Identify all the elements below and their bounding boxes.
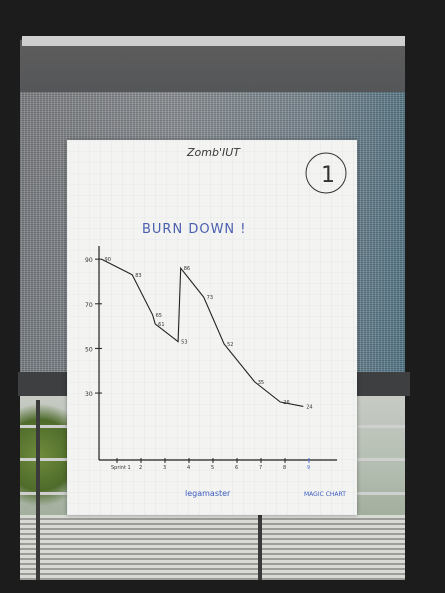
window-sill-top [22, 36, 406, 46]
poster-title: Zomb'IUT [186, 146, 241, 159]
point-label: 52 [227, 342, 233, 348]
poster-drawing: Zomb'IUT 1 BURN DOWN ! 30 50 70 90 Sprint 1 2… [67, 140, 357, 515]
point-label: 53 [181, 340, 187, 346]
railing-post [36, 400, 40, 590]
point-label: 24 [306, 404, 312, 410]
brand-left: legamaster [185, 489, 231, 498]
y-tick-label: 70 [85, 302, 93, 309]
railing-post [258, 515, 262, 585]
x-tick-label: Sprint 1 [111, 465, 131, 471]
point-label: 73 [207, 295, 213, 301]
x-tick-label: 8 [283, 465, 286, 471]
point-label: 26 [283, 400, 289, 406]
flipchart-poster: Zomb'IUT 1 BURN DOWN ! 30 50 70 90 Sprint 1 2… [67, 140, 357, 515]
y-tick-label: 50 [85, 346, 93, 353]
window-frame-left [0, 0, 20, 593]
corner-number: 1 [321, 163, 335, 188]
x-tick-label: 2 [139, 465, 142, 471]
point-label: 65 [156, 313, 162, 319]
point-label: 35 [258, 380, 264, 386]
tree [18, 400, 73, 510]
x-tick-label: 9 [307, 465, 310, 471]
corner-circle [305, 152, 347, 194]
x-tick-label: 3 [163, 465, 166, 471]
point-label: 83 [135, 273, 141, 279]
window-blinds [18, 515, 410, 580]
window-frame-bottom [0, 580, 445, 593]
window-frame-top [0, 0, 445, 38]
y-tick-label: 90 [85, 257, 93, 264]
point-label: 61 [158, 322, 164, 328]
window-frame-right [405, 0, 445, 593]
burndown-line [101, 258, 304, 407]
point-label: 86 [184, 266, 190, 272]
poster-grid [67, 140, 357, 515]
chart-title: BURN DOWN ! [142, 222, 247, 237]
y-tick-label: 30 [85, 391, 93, 398]
x-tick-label: 4 [187, 465, 190, 471]
burndown-chart: 30 50 70 90 Sprint 1 2 3 4 5 6 7 8 9 90 83 65 61 53 86 73 52… [85, 246, 337, 471]
x-tick-label: 7 [259, 465, 262, 471]
brand-right: MAGIC CHART [304, 491, 346, 498]
point-label: 90 [105, 257, 111, 263]
x-tick-label: 5 [211, 465, 214, 471]
x-tick-label: 6 [235, 465, 238, 471]
